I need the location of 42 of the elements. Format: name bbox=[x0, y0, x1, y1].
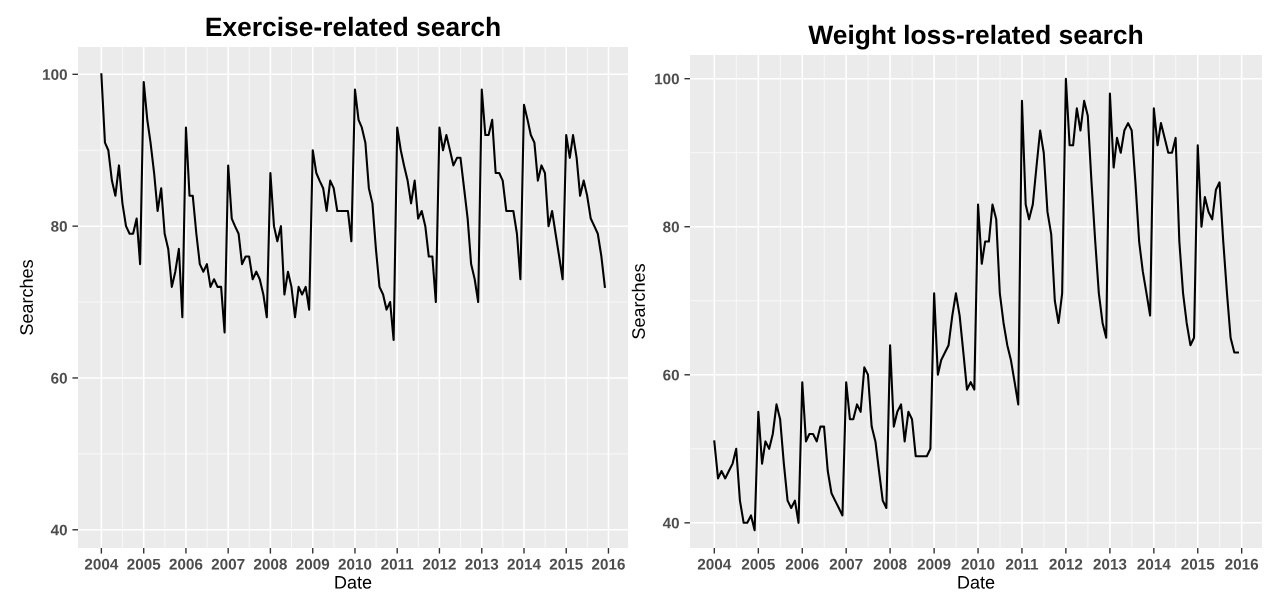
line-series bbox=[713, 77, 1239, 532]
x-tick-label: 2012 bbox=[422, 558, 456, 570]
x-tick-label: 2010 bbox=[338, 558, 372, 570]
y-tick-label: 60 bbox=[663, 369, 679, 381]
x-tick-label: 2004 bbox=[84, 558, 119, 570]
x-tick-label: 2005 bbox=[741, 558, 775, 570]
x-tick-label: 2012 bbox=[1049, 558, 1083, 570]
y-axis-title: Searches bbox=[19, 260, 33, 335]
x-tick-label: 2006 bbox=[169, 558, 203, 570]
x-tick-label: 2005 bbox=[127, 558, 161, 570]
y-tick-label: 40 bbox=[50, 524, 67, 536]
x-tick-label: 2016 bbox=[1225, 558, 1259, 570]
x-tick-label: 2007 bbox=[829, 558, 863, 570]
x-tick-label: 2004 bbox=[697, 558, 732, 570]
y-tick-label: 80 bbox=[51, 221, 67, 232]
x-tick-label: 2013 bbox=[1093, 558, 1127, 570]
x-axis-title: Date bbox=[958, 576, 995, 589]
x-tick-label: 2011 bbox=[381, 558, 414, 570]
x-tick-label: 2008 bbox=[873, 558, 907, 570]
line-series bbox=[100, 73, 606, 342]
y-tick-label: 60 bbox=[51, 372, 67, 384]
chart-title: Weight loss-related search bbox=[808, 24, 1143, 50]
x-tick-label: 2014 bbox=[1137, 558, 1171, 570]
y-tick-label: 80 bbox=[663, 221, 679, 233]
x-axis-title: Date bbox=[335, 576, 372, 589]
chart-title: Exercise-related search bbox=[206, 16, 500, 37]
y-tick-label: 100 bbox=[655, 73, 679, 85]
x-tick-label: 2011 bbox=[1005, 558, 1039, 570]
x-tick-label: 2008 bbox=[253, 558, 287, 570]
x-tick-label: 2014 bbox=[507, 558, 541, 570]
x-tick-label: 2007 bbox=[211, 558, 245, 570]
x-tick-label: 2015 bbox=[1181, 558, 1215, 570]
x-tick-label: 2015 bbox=[549, 558, 583, 570]
x-tick-label: 2006 bbox=[785, 558, 819, 570]
x-tick-label: 2016 bbox=[591, 558, 625, 570]
y-axis-title: Searches bbox=[631, 264, 645, 339]
y-tick-label: 40 bbox=[662, 517, 679, 529]
x-tick-label: 2013 bbox=[465, 558, 499, 570]
x-tick-label: 2010 bbox=[961, 558, 995, 570]
x-tick-label: 2009 bbox=[296, 558, 330, 570]
y-tick-label: 100 bbox=[43, 69, 67, 81]
x-tick-label: 2009 bbox=[917, 558, 951, 570]
